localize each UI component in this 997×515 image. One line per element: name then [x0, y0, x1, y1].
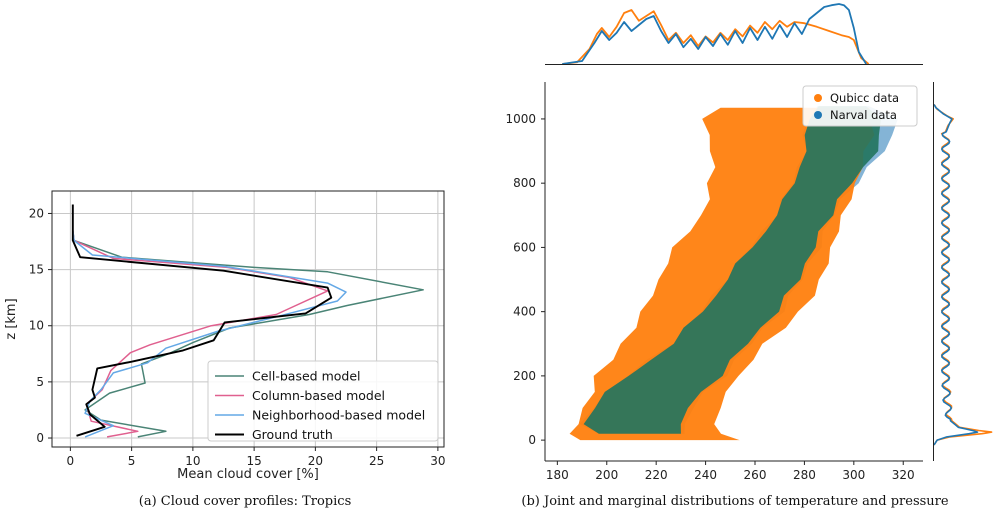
panel-a-frame	[51, 190, 445, 448]
panel-b-ytick-label: 800	[513, 176, 536, 190]
panel-a-xtick-label: 5	[128, 454, 136, 468]
panel-a-legend-box	[207, 360, 439, 442]
panel-a-xlabel: Mean cloud cover [%]	[177, 467, 319, 482]
panel-a-ytick-label: 15	[29, 263, 44, 277]
panel-a-ticks: 0 5 10 15 20 25 30 0 5 10 15 20	[29, 206, 446, 468]
overlap-scatter-band	[583, 106, 881, 434]
panel-a-ytick-label: 10	[29, 319, 44, 333]
top-marginal-qubicc-curve	[562, 9, 870, 65]
panel-b-xtick-label: 320	[892, 468, 915, 482]
panel-b-ytick-label: 200	[513, 369, 536, 383]
panel-a-cloud-cover: 0 5 10 15 20 25 30 0 5 10 15 20 Mean cloud cover [%…	[4, 190, 446, 509]
panel-a-ylabel: z [km]	[4, 298, 19, 339]
panel-a-lines	[71, 204, 424, 438]
panel-a-xtick-label: 10	[185, 454, 200, 468]
panel-b-ytick-label: 600	[513, 240, 536, 254]
panel-a-ytick-label: 5	[36, 375, 44, 389]
panel-a-xtick-label: 30	[430, 454, 445, 468]
panel-b-xtick-label: 200	[595, 468, 618, 482]
panel-b-legend: Qubicc data Narval data	[802, 85, 918, 127]
panel-b-xtick-label: 280	[793, 468, 816, 482]
right-marginal-narval-curve	[933, 104, 979, 446]
panel-b-ticks: 180 200 220 240 260 280 300 320 0 200 400 600 800 100…	[505, 112, 914, 482]
panel-a-legend: Cell-based model Column-based model Neighb…	[207, 360, 439, 442]
panel-b-ytick-label: 0	[528, 433, 536, 447]
top-marginal-narval-curve	[562, 3, 867, 65]
panel-b-xtick-label: 240	[694, 468, 717, 482]
panel-b-caption: (b) Joint and marginal distributions of …	[521, 494, 948, 509]
panel-b-ytick-label: 400	[513, 305, 536, 319]
panel-b-scatter	[569, 106, 898, 441]
panel-a-ytick-label: 0	[36, 431, 44, 445]
panel-b-ytick-label: 1000	[505, 112, 536, 126]
panel-b-legend-box	[802, 85, 918, 127]
panel-a-xtick-label: 0	[67, 454, 75, 468]
panel-b-legend-label: Narval data	[830, 108, 897, 122]
panel-b-legend-marker	[814, 94, 822, 102]
panel-b-legend-marker	[814, 111, 822, 119]
panel-b-xtick-label: 180	[546, 468, 569, 482]
panel-b-top-marginal	[562, 3, 870, 65]
panel-a-legend-label: Ground truth	[252, 427, 333, 442]
panel-a-caption: (a) Cloud cover profiles: Tropics	[139, 494, 352, 509]
panel-a-xtick-label: 20	[308, 454, 323, 468]
panel-a-series-line	[71, 204, 333, 437]
panel-a-legend-label: Cell-based model	[252, 369, 361, 384]
panel-a-xtick-label: 25	[369, 454, 384, 468]
panel-b-legend-label: Qubicc data	[830, 91, 899, 105]
panel-b-joint-distribution: 180 200 220 240 260 280 300 320 0 200 400 600 800 100…	[505, 3, 993, 509]
panel-b-xtick-label: 260	[744, 468, 767, 482]
right-marginal-qubicc-curve	[933, 104, 993, 446]
panel-a-legend-label: Neighborhood-based model	[252, 408, 425, 423]
panel-a-legend-label: Column-based model	[252, 388, 385, 403]
panel-b-xtick-label: 220	[645, 468, 668, 482]
panel-a-ytick-label: 20	[29, 206, 44, 220]
panel-a-xtick-label: 15	[246, 454, 261, 468]
panel-b-xtick-label: 300	[842, 468, 865, 482]
panel-b-right-marginal	[933, 104, 993, 446]
